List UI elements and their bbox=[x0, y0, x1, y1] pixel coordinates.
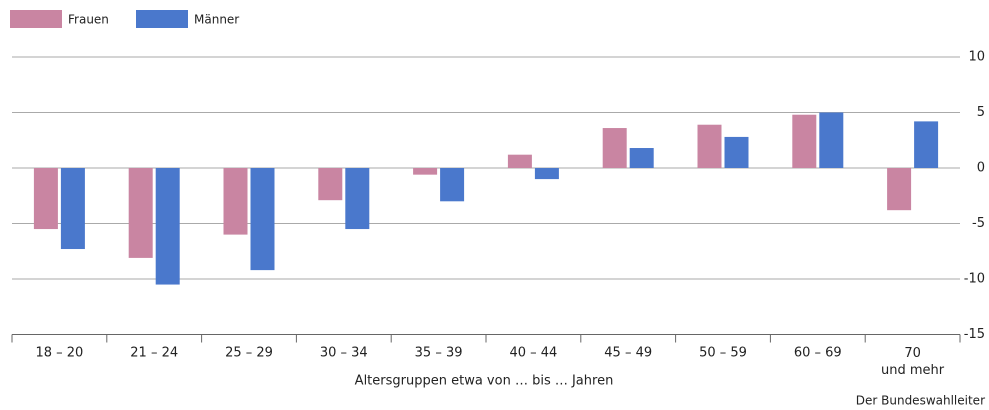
x-axis-title: Altersgruppen etwa von … bis … Jahren bbox=[355, 374, 614, 389]
bar bbox=[413, 168, 438, 175]
bar bbox=[792, 114, 817, 168]
bar bbox=[33, 168, 58, 230]
bar bbox=[60, 168, 85, 250]
legend-label: Frauen bbox=[68, 13, 109, 27]
bar bbox=[887, 168, 912, 211]
x-tick-label: 40 – 44 bbox=[509, 346, 557, 361]
bar bbox=[440, 168, 465, 202]
x-tick-label: 60 – 69 bbox=[794, 346, 842, 361]
x-tick-label: 45 – 49 bbox=[604, 346, 652, 361]
x-tick-label: 25 – 29 bbox=[225, 346, 273, 361]
y-tick-label: 0 bbox=[977, 161, 985, 176]
x-tick-label: 18 – 20 bbox=[35, 346, 83, 361]
source: Der Bundeswahlleiter bbox=[856, 394, 985, 408]
bar bbox=[223, 168, 248, 235]
x-tick-label: 35 – 39 bbox=[415, 346, 463, 361]
legend-label: Männer bbox=[194, 13, 239, 27]
bar bbox=[507, 154, 532, 168]
bar bbox=[724, 136, 749, 168]
y-tick-label: -15 bbox=[964, 327, 985, 342]
bar bbox=[697, 124, 722, 168]
bar bbox=[128, 168, 153, 258]
x-tick-label: 21 – 24 bbox=[130, 346, 178, 361]
legend-swatch bbox=[136, 10, 188, 28]
x-tick-label: 70 und mehr bbox=[881, 346, 945, 378]
y-tick-label: -10 bbox=[964, 272, 985, 287]
bar bbox=[629, 148, 654, 168]
y-tick-label: 10 bbox=[968, 50, 985, 65]
bar bbox=[155, 168, 180, 285]
bar bbox=[914, 121, 939, 168]
bar bbox=[534, 168, 559, 180]
x-tick-label: 50 – 59 bbox=[699, 346, 747, 361]
bar bbox=[250, 168, 275, 271]
bar bbox=[318, 168, 343, 201]
bar bbox=[345, 168, 370, 230]
y-tick-label: 5 bbox=[977, 105, 985, 120]
legend-swatch bbox=[10, 10, 62, 28]
y-tick-label: -5 bbox=[972, 216, 985, 231]
bar bbox=[819, 112, 844, 168]
x-tick-label: 30 – 34 bbox=[320, 346, 368, 361]
bar bbox=[602, 128, 627, 168]
